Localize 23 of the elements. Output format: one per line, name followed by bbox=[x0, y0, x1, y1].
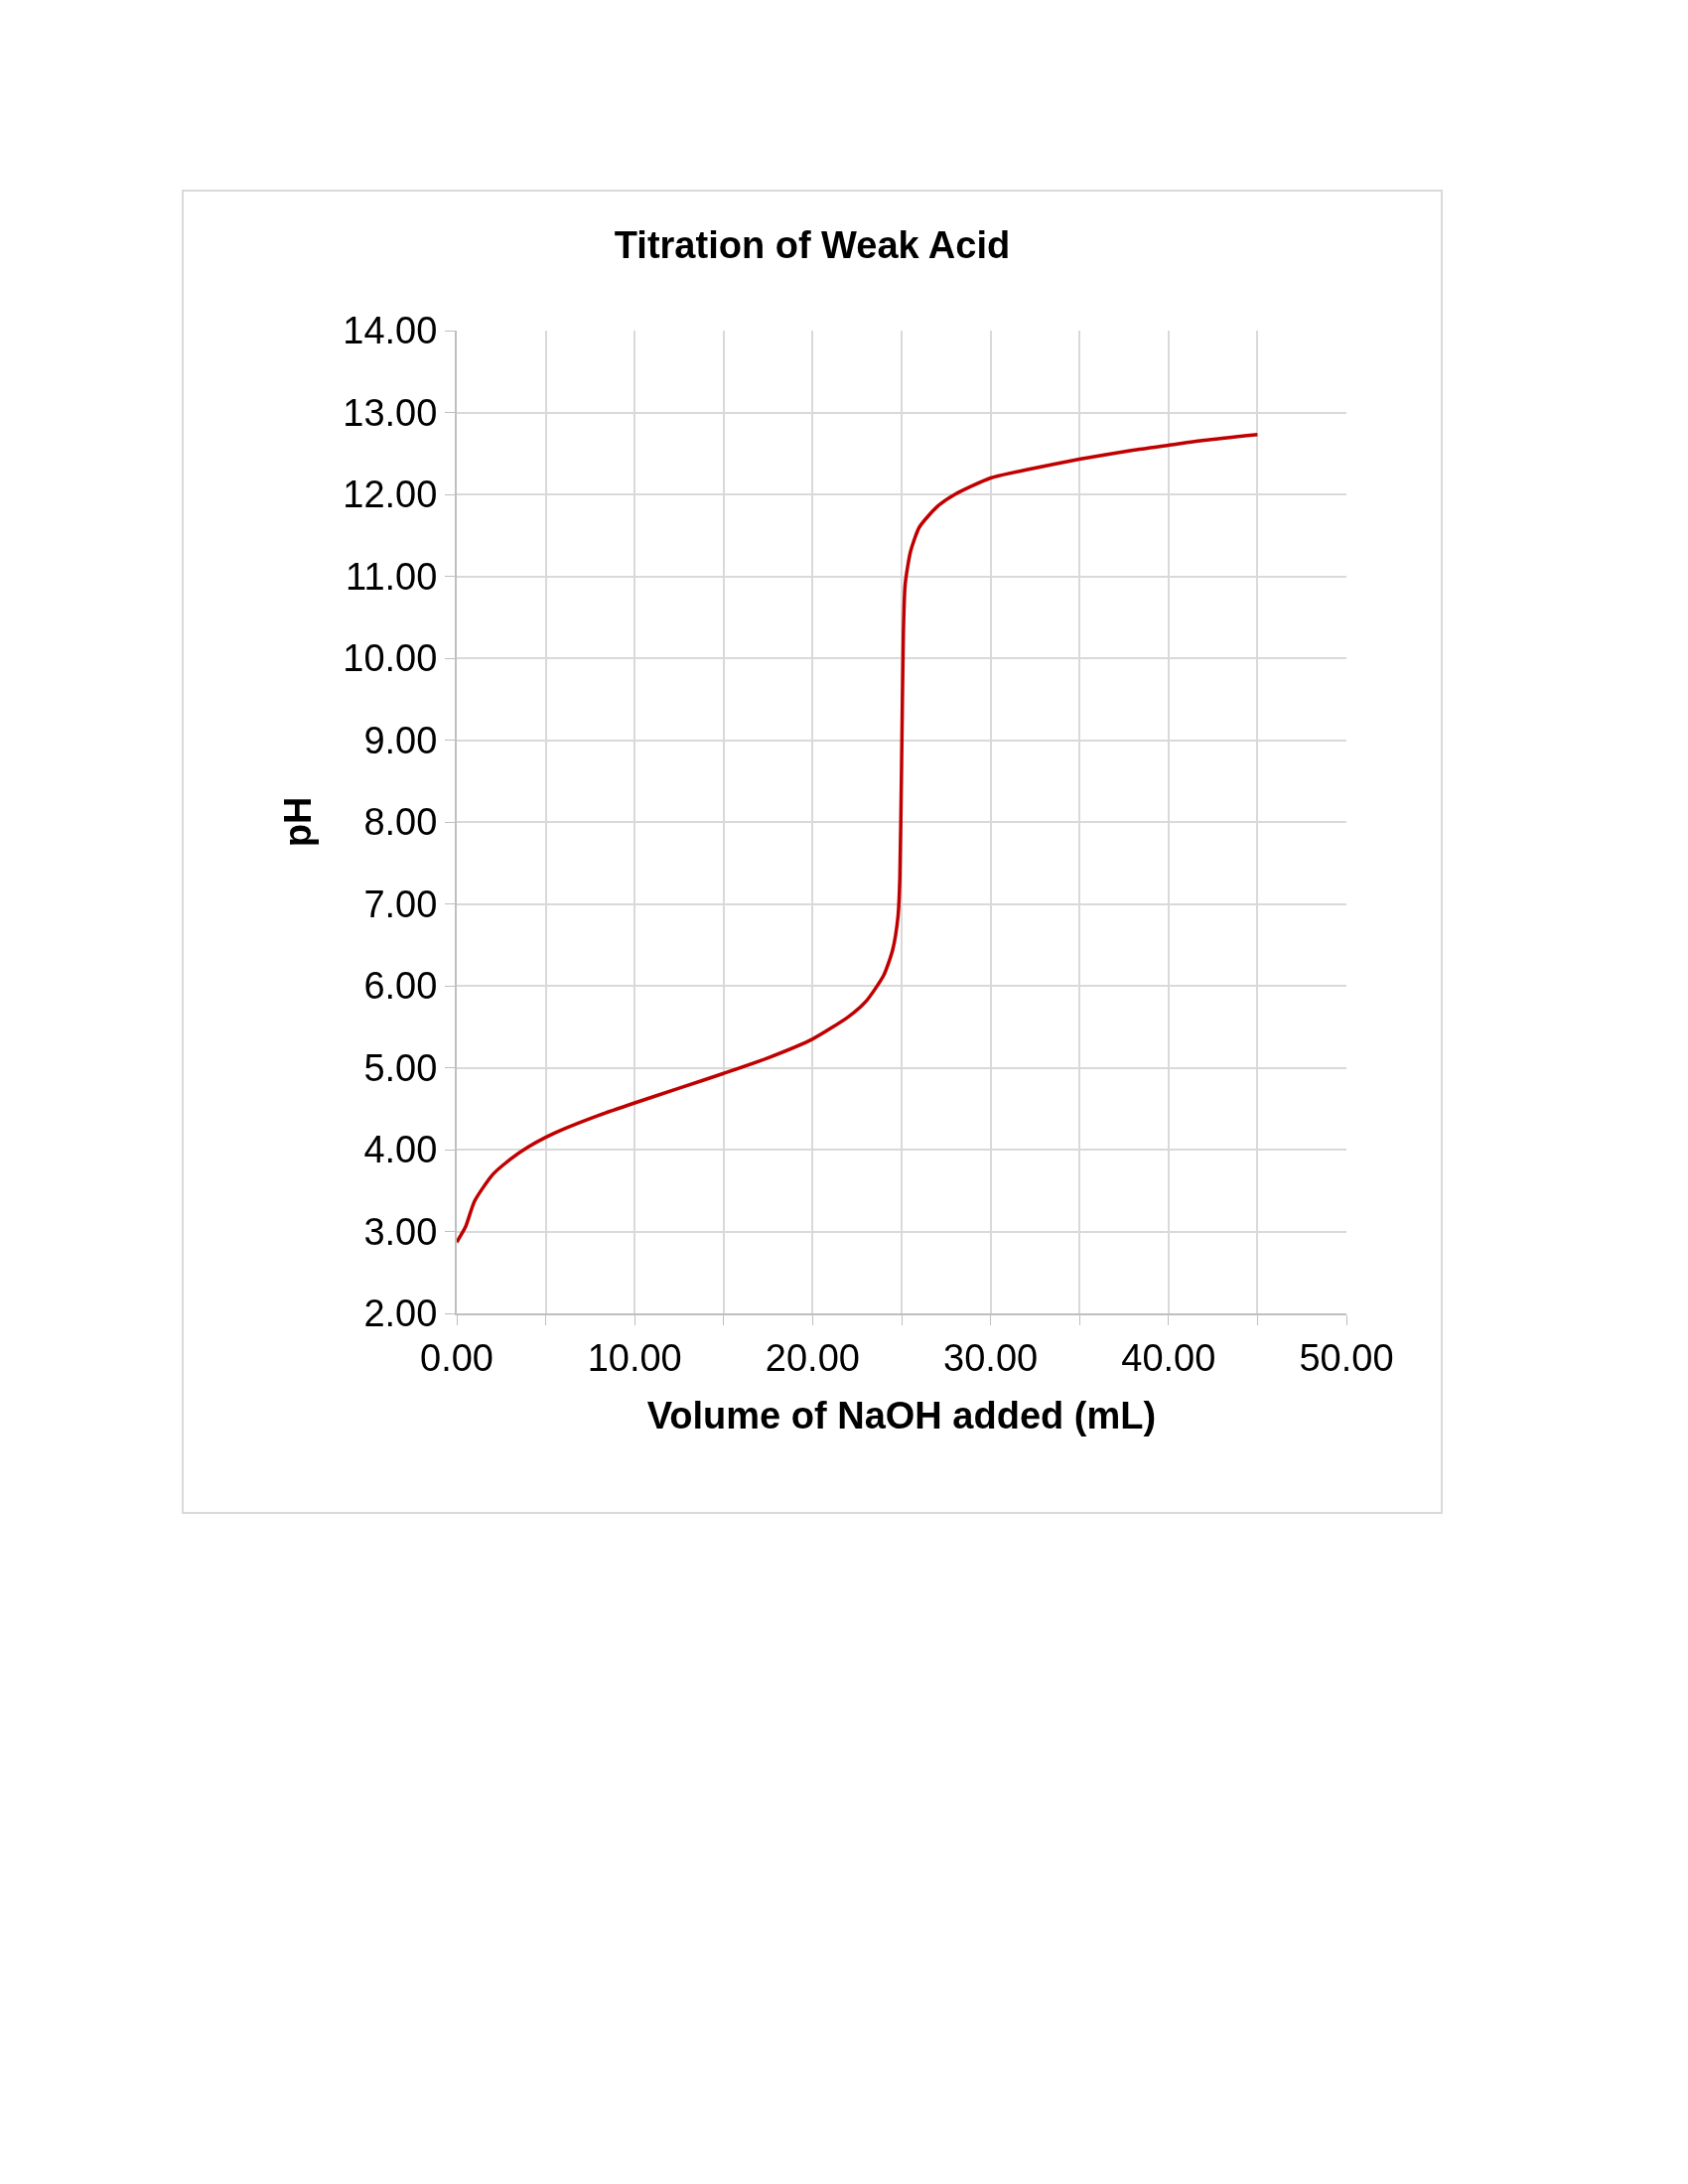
line-series bbox=[457, 433, 1260, 1244]
y-tick-label: 10.00 bbox=[343, 637, 438, 680]
x-axis-title: Volume of NaOH added (mL) bbox=[646, 1395, 1157, 1437]
y-tick-label: 4.00 bbox=[363, 1129, 438, 1171]
x-tick-label: 0.00 bbox=[420, 1336, 493, 1379]
y-tick-label: 8.00 bbox=[363, 801, 438, 844]
y-tick-label: 11.00 bbox=[346, 555, 438, 598]
x-tick-label: 50.00 bbox=[1299, 1336, 1394, 1379]
y-tick-label: 6.00 bbox=[363, 965, 438, 1008]
y-tick-label: 13.00 bbox=[343, 391, 438, 434]
y-tick-label: 3.00 bbox=[363, 1210, 438, 1253]
y-tick-label: 5.00 bbox=[363, 1046, 438, 1089]
y-axis-title: pH bbox=[277, 796, 320, 848]
x-tick-label: 40.00 bbox=[1121, 1336, 1216, 1379]
x-tick-label: 10.00 bbox=[587, 1336, 682, 1379]
y-tick-label: 2.00 bbox=[363, 1293, 438, 1335]
y-tick-label: 9.00 bbox=[363, 719, 438, 761]
x-tick-label: 20.00 bbox=[765, 1336, 860, 1379]
y-tick-label: 7.00 bbox=[363, 883, 438, 925]
x-tick-label: 30.00 bbox=[943, 1336, 1039, 1379]
chart-title: Titration of Weak Acid bbox=[614, 223, 1011, 266]
y-tick-label: 14.00 bbox=[343, 310, 438, 352]
y-tick-label: 12.00 bbox=[343, 474, 438, 516]
